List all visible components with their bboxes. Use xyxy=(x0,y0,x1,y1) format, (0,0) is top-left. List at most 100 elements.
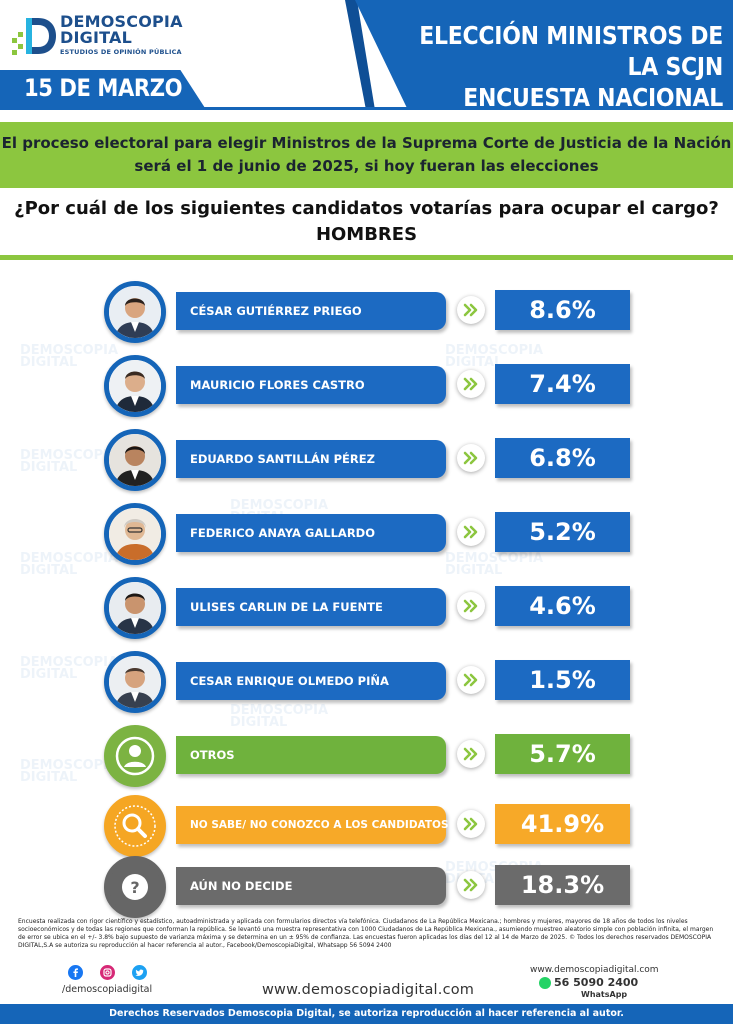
result-row: ULISES CARLIN DE LA FUENTE 4.6% xyxy=(0,577,733,639)
intro-line2: será el 1 de junio de 2025, si hoy fuera… xyxy=(134,157,599,175)
person-photo-icon xyxy=(109,360,161,412)
candidate-photo xyxy=(104,503,166,565)
chevron-right-icon xyxy=(457,810,485,838)
date-label: 15 DE MARZO xyxy=(24,74,183,102)
result-row: MAURICIO FLORES CASTRO 7.4% xyxy=(0,355,733,417)
brand-name: DEMOSCOPIA DIGITAL xyxy=(60,14,183,46)
candidate-name-bar: CESAR ENRIQUE OLMEDO PIÑA xyxy=(176,662,446,700)
result-percentage: 18.3% xyxy=(520,871,605,899)
result-percentage: 7.4% xyxy=(529,370,596,398)
chevron-right-icon xyxy=(457,740,485,768)
dont-know-avatar xyxy=(104,795,166,857)
result-row: NO SABE/ NO CONOZCO A LOS CANDIDATOS 41.… xyxy=(0,795,733,857)
chevron-right-icon xyxy=(457,296,485,324)
website-link-secondary[interactable]: www.demoscopiadigital.com xyxy=(530,965,659,975)
brand-logo: DEMOSCOPIA DIGITAL ESTUDIOS DE OPINIÓN P… xyxy=(12,14,192,64)
copyright-bar: Derechos Reservados Demoscopia Digital, … xyxy=(0,1004,733,1024)
person-photo-icon xyxy=(109,286,161,338)
page-title: ELECCIÓN MINISTROS DE LA SCJN ENCUESTA N… xyxy=(406,20,723,113)
result-value-box: 41.9% xyxy=(495,804,630,844)
chevron-right-icon xyxy=(457,871,485,899)
whatsapp-phone[interactable]: 56 5090 2400 xyxy=(554,976,639,989)
result-percentage: 5.2% xyxy=(529,518,596,546)
brand-logo-icon xyxy=(12,18,56,55)
result-row: CESAR ENRIQUE OLMEDO PIÑA 1.5% xyxy=(0,651,733,713)
result-value-box: 5.7% xyxy=(495,734,630,774)
result-value-box: 5.2% xyxy=(495,512,630,552)
result-value-box: 6.8% xyxy=(495,438,630,478)
person-photo-icon xyxy=(109,434,161,486)
result-value-box: 18.3% xyxy=(495,865,630,905)
chevron-right-icon xyxy=(457,370,485,398)
facebook-icon[interactable] xyxy=(68,965,83,980)
methodology-note: Encuesta realizada con rigor científico … xyxy=(18,918,714,949)
option-name-bar: AÚN NO DECIDE xyxy=(176,867,446,905)
result-row: FEDERICO ANAYA GALLARDO 5.2% xyxy=(0,503,733,565)
candidate-name-bar: FEDERICO ANAYA GALLARDO xyxy=(176,514,446,552)
result-value-box: 4.6% xyxy=(495,586,630,626)
result-percentage: 6.8% xyxy=(529,444,596,472)
result-row: CÉSAR GUTIÉRREZ PRIEGO 8.6% xyxy=(0,281,733,343)
magnifier-icon xyxy=(114,805,156,847)
survey-segment-label: HOMBRES xyxy=(315,224,418,245)
intro-line1: El proceso electoral para elegir Ministr… xyxy=(1,134,732,152)
others-avatar xyxy=(104,725,166,787)
header-title-panel xyxy=(355,0,733,110)
whatsapp-label: WhatsApp xyxy=(581,990,628,999)
candidate-name: CESAR ENRIQUE OLMEDO PIÑA xyxy=(190,674,389,688)
option-name: AÚN NO DECIDE xyxy=(190,879,293,893)
candidate-name-bar: EDUARDO SANTILLÁN PÉREZ xyxy=(176,440,446,478)
result-percentage: 1.5% xyxy=(529,666,596,694)
option-name: OTROS xyxy=(190,748,235,762)
social-handle[interactable]: /demoscopiadigital xyxy=(62,984,153,995)
question-divider xyxy=(0,255,733,260)
result-percentage: 4.6% xyxy=(529,592,596,620)
candidate-name: EDUARDO SANTILLÁN PÉREZ xyxy=(190,452,375,466)
result-row: EDUARDO SANTILLÁN PÉREZ 6.8% xyxy=(0,429,733,491)
candidate-photo xyxy=(104,577,166,639)
survey-question-text: ¿Por cuál de los siguientes candidatos v… xyxy=(14,198,719,219)
candidate-photo xyxy=(104,355,166,417)
candidate-name: ULISES CARLIN DE LA FUENTE xyxy=(190,600,383,614)
whatsapp-icon xyxy=(539,977,551,989)
candidate-photo xyxy=(104,429,166,491)
person-photo-icon xyxy=(109,656,161,708)
svg-text:?: ? xyxy=(130,878,139,897)
result-row: ? AÚN NO DECIDE 18.3% xyxy=(0,856,733,918)
candidate-photo xyxy=(104,281,166,343)
person-photo-icon xyxy=(109,508,161,560)
chevron-right-icon xyxy=(457,518,485,546)
candidate-name-bar: CÉSAR GUTIÉRREZ PRIEGO xyxy=(176,292,446,330)
social-links xyxy=(66,965,186,981)
chevron-right-icon xyxy=(457,444,485,472)
result-row: OTROS 5.7% xyxy=(0,725,733,787)
result-percentage: 41.9% xyxy=(520,810,605,838)
option-name-bar: NO SABE/ NO CONOZCO A LOS CANDIDATOS xyxy=(176,806,449,844)
question-icon: ? xyxy=(122,874,148,900)
header-divider xyxy=(0,107,733,110)
chevron-right-icon xyxy=(457,666,485,694)
page-title-line1: ELECCIÓN MINISTROS DE LA SCJN xyxy=(419,21,723,81)
user-icon xyxy=(115,736,155,776)
twitter-icon[interactable] xyxy=(132,965,147,980)
candidate-name: FEDERICO ANAYA GALLARDO xyxy=(190,526,375,540)
chevron-right-icon xyxy=(457,592,485,620)
brand-name-line1: DEMOSCOPIA xyxy=(60,12,183,31)
candidate-name-bar: ULISES CARLIN DE LA FUENTE xyxy=(176,588,446,626)
brand-tagline: ESTUDIOS DE OPINIÓN PÚBLICA xyxy=(60,48,182,56)
instagram-icon[interactable] xyxy=(100,965,115,980)
candidate-photo xyxy=(104,651,166,713)
candidate-name: CÉSAR GUTIÉRREZ PRIEGO xyxy=(190,304,362,318)
website-link[interactable]: www.demoscopiadigital.com xyxy=(262,982,475,998)
candidate-name-bar: MAURICIO FLORES CASTRO xyxy=(176,366,446,404)
intro-banner: El proceso electoral para elegir Ministr… xyxy=(0,122,733,188)
header: ELECCIÓN MINISTROS DE LA SCJN ENCUESTA N… xyxy=(0,0,733,113)
survey-question: ¿Por cuál de los siguientes candidatos v… xyxy=(0,196,733,248)
